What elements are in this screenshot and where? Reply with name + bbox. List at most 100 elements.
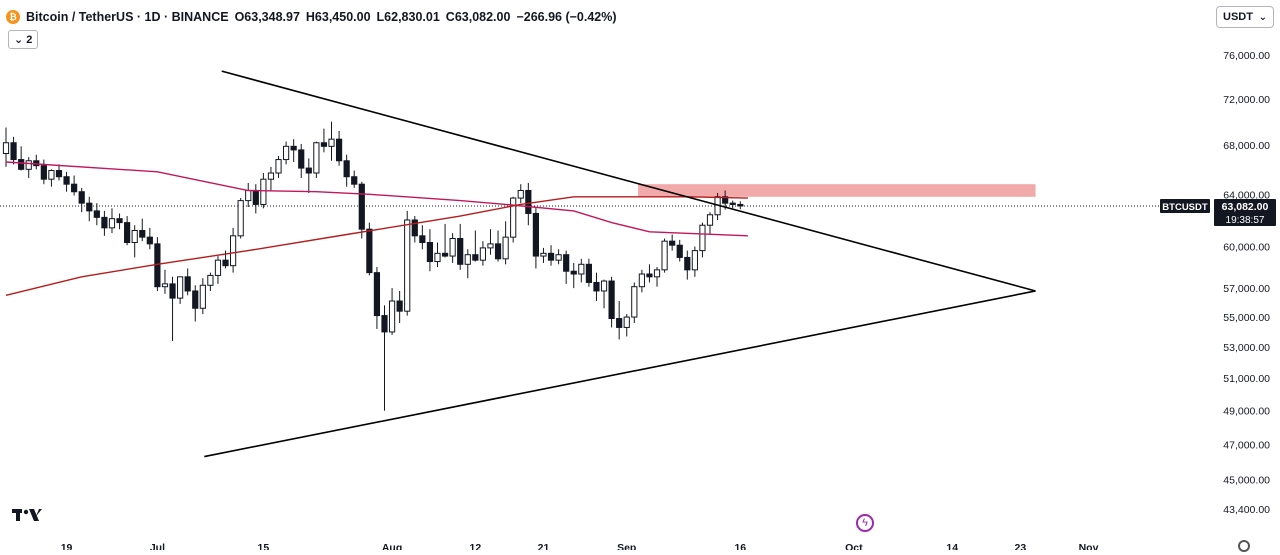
candle[interactable]: [48, 169, 55, 187]
candle[interactable]: [464, 249, 471, 279]
candle[interactable]: [199, 278, 206, 315]
candle[interactable]: [600, 279, 608, 309]
candle[interactable]: [131, 225, 138, 258]
candle[interactable]: [328, 121, 335, 161]
candle[interactable]: [593, 272, 600, 302]
candle[interactable]: [40, 159, 47, 185]
candle[interactable]: [108, 208, 116, 234]
price-badge[interactable]: [1214, 198, 1276, 226]
candle[interactable]: [139, 218, 146, 242]
candle[interactable]: [381, 305, 388, 411]
candle[interactable]: [93, 203, 100, 226]
candle[interactable]: [691, 246, 698, 277]
candle[interactable]: [411, 216, 418, 243]
candle[interactable]: [608, 276, 615, 328]
candle[interactable]: [267, 166, 275, 191]
candle[interactable]: [669, 234, 676, 251]
bitcoin-coin-icon[interactable]: ₿: [6, 10, 20, 24]
candle[interactable]: [563, 250, 570, 284]
candle[interactable]: [237, 198, 244, 239]
candle[interactable]: [18, 146, 25, 171]
candle[interactable]: [351, 170, 358, 188]
candle[interactable]: [161, 269, 169, 294]
candle[interactable]: [275, 155, 282, 178]
candle[interactable]: [616, 301, 623, 340]
candle[interactable]: [313, 141, 320, 178]
candle[interactable]: [169, 276, 176, 341]
trendline-2[interactable]: [204, 290, 1036, 458]
tradingview-logo-icon[interactable]: [12, 507, 42, 523]
candle[interactable]: [282, 141, 290, 165]
currency-select[interactable]: USDT ⌄: [1216, 6, 1274, 28]
candle[interactable]: [252, 184, 259, 214]
candle[interactable]: [585, 258, 592, 287]
candle[interactable]: [441, 223, 449, 258]
candle[interactable]: [177, 276, 184, 304]
indicator-toggle-button[interactable]: ⌄ 2: [8, 30, 39, 49]
symbol-badge[interactable]: [1160, 198, 1210, 213]
candle[interactable]: [2, 127, 10, 167]
candle[interactable]: [457, 223, 464, 270]
lightning-icon[interactable]: ϟ: [856, 514, 874, 532]
candle[interactable]: [631, 282, 638, 323]
candle[interactable]: [419, 225, 426, 250]
candle[interactable]: [25, 157, 32, 178]
candle[interactable]: [305, 158, 312, 193]
candle[interactable]: [290, 139, 297, 162]
candle[interactable]: [55, 164, 63, 181]
candle[interactable]: [525, 182, 532, 226]
candle[interactable]: [487, 229, 494, 255]
candle[interactable]: [245, 182, 252, 208]
candle[interactable]: [343, 154, 350, 187]
candle[interactable]: [699, 222, 706, 258]
candle[interactable]: [532, 207, 539, 269]
candle[interactable]: [623, 314, 630, 337]
candle[interactable]: [373, 267, 381, 329]
candle[interactable]: [101, 210, 108, 236]
candle[interactable]: [404, 210, 411, 316]
candle[interactable]: [10, 136, 17, 165]
candle[interactable]: [184, 268, 191, 296]
trendline-1[interactable]: [221, 70, 1036, 292]
candle[interactable]: [676, 239, 683, 262]
gear-icon[interactable]: [1238, 540, 1250, 552]
candle[interactable]: [737, 201, 744, 210]
candle[interactable]: [540, 247, 547, 263]
candle[interactable]: [335, 130, 343, 166]
candle[interactable]: [298, 143, 305, 178]
candle[interactable]: [547, 245, 555, 266]
candle[interactable]: [653, 267, 661, 287]
symbol-title[interactable]: Bitcoin / TetherUS · 1D · BINANCE: [26, 10, 229, 24]
candle[interactable]: [63, 171, 70, 192]
candle[interactable]: [207, 272, 214, 291]
candle[interactable]: [684, 250, 691, 280]
candle[interactable]: [706, 212, 714, 235]
candle[interactable]: [434, 242, 441, 268]
candle[interactable]: [638, 269, 645, 293]
candle[interactable]: [388, 288, 396, 335]
candle[interactable]: [502, 221, 509, 265]
candle[interactable]: [71, 175, 78, 196]
candle[interactable]: [124, 216, 131, 246]
candle[interactable]: [320, 128, 328, 153]
candle[interactable]: [146, 227, 153, 250]
candle[interactable]: [661, 238, 668, 273]
candle[interactable]: [479, 241, 487, 266]
candle[interactable]: [494, 230, 502, 262]
candle[interactable]: [116, 213, 123, 230]
candle[interactable]: [510, 196, 517, 243]
candle[interactable]: [449, 233, 456, 263]
candle[interactable]: [358, 181, 365, 239]
candle[interactable]: [646, 264, 653, 283]
candle[interactable]: [33, 154, 40, 170]
candle[interactable]: [555, 249, 562, 265]
candle[interactable]: [570, 262, 577, 289]
candle[interactable]: [396, 290, 403, 323]
candle[interactable]: [729, 200, 736, 209]
candle[interactable]: [192, 285, 199, 322]
candle[interactable]: [86, 196, 93, 222]
candle[interactable]: [426, 229, 434, 272]
candle[interactable]: [578, 258, 585, 283]
